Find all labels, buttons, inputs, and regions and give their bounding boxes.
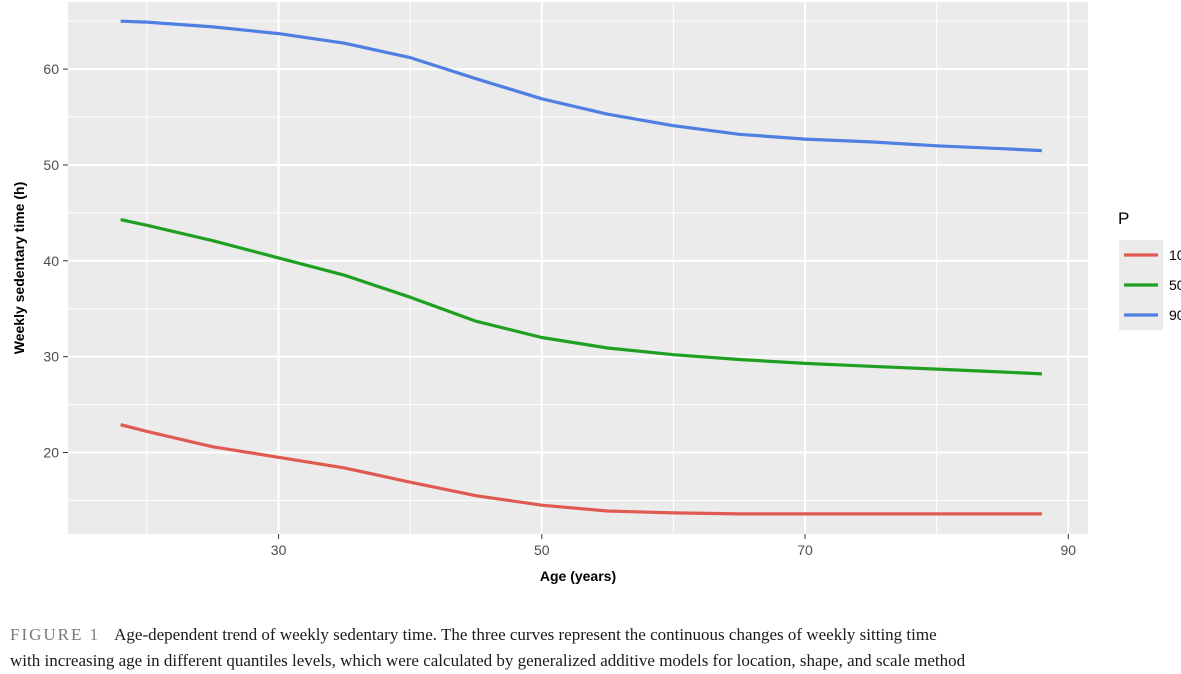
series-line-10 bbox=[120, 423, 1042, 516]
series-line-90 bbox=[120, 19, 1042, 153]
legend-label-90: 90 bbox=[1169, 307, 1181, 323]
x-tick-label: 90 bbox=[1060, 542, 1076, 558]
chart: 30 50 70 90 20 30 40 50 60 Age (years) Weekly s… bbox=[11, 2, 1181, 584]
figure-caption: FIGURE 1 Age-dependent trend of weekly se… bbox=[10, 622, 1178, 674]
grid-minor bbox=[68, 2, 1088, 534]
y-axis-ticks: 20 30 40 50 60 bbox=[43, 61, 68, 461]
legend-label-50: 50 bbox=[1169, 277, 1181, 293]
x-tick-label: 70 bbox=[797, 542, 813, 558]
y-axis-title: Weekly sedentary time (h) bbox=[11, 182, 27, 354]
x-axis-ticks: 30 50 70 90 bbox=[271, 534, 1076, 558]
y-tick-label: 30 bbox=[43, 349, 59, 365]
caption-line-2: with increasing age in different quantil… bbox=[10, 651, 966, 670]
legend-title: P bbox=[1118, 209, 1129, 228]
caption-line-1: FIGURE 1 Age-dependent trend of weekly se… bbox=[10, 622, 1178, 648]
caption-label: FIGURE 1 bbox=[10, 625, 101, 644]
legend-label-10: 10 bbox=[1169, 247, 1181, 263]
y-tick-label: 60 bbox=[43, 61, 59, 77]
y-tick-label: 50 bbox=[43, 157, 59, 173]
x-tick-label: 30 bbox=[271, 542, 287, 558]
series-lines bbox=[120, 19, 1042, 516]
y-tick-label: 40 bbox=[43, 253, 59, 269]
y-tick-label: 20 bbox=[43, 445, 59, 461]
grid-major bbox=[68, 2, 1088, 534]
series-line-50 bbox=[120, 218, 1042, 376]
caption-text-1: Age-dependent trend of weekly sedentary … bbox=[114, 625, 937, 644]
x-tick-label: 50 bbox=[534, 542, 550, 558]
legend: P 10 50 90 bbox=[1118, 209, 1181, 330]
plot-panel bbox=[68, 2, 1088, 534]
x-axis-title: Age (years) bbox=[540, 568, 616, 584]
